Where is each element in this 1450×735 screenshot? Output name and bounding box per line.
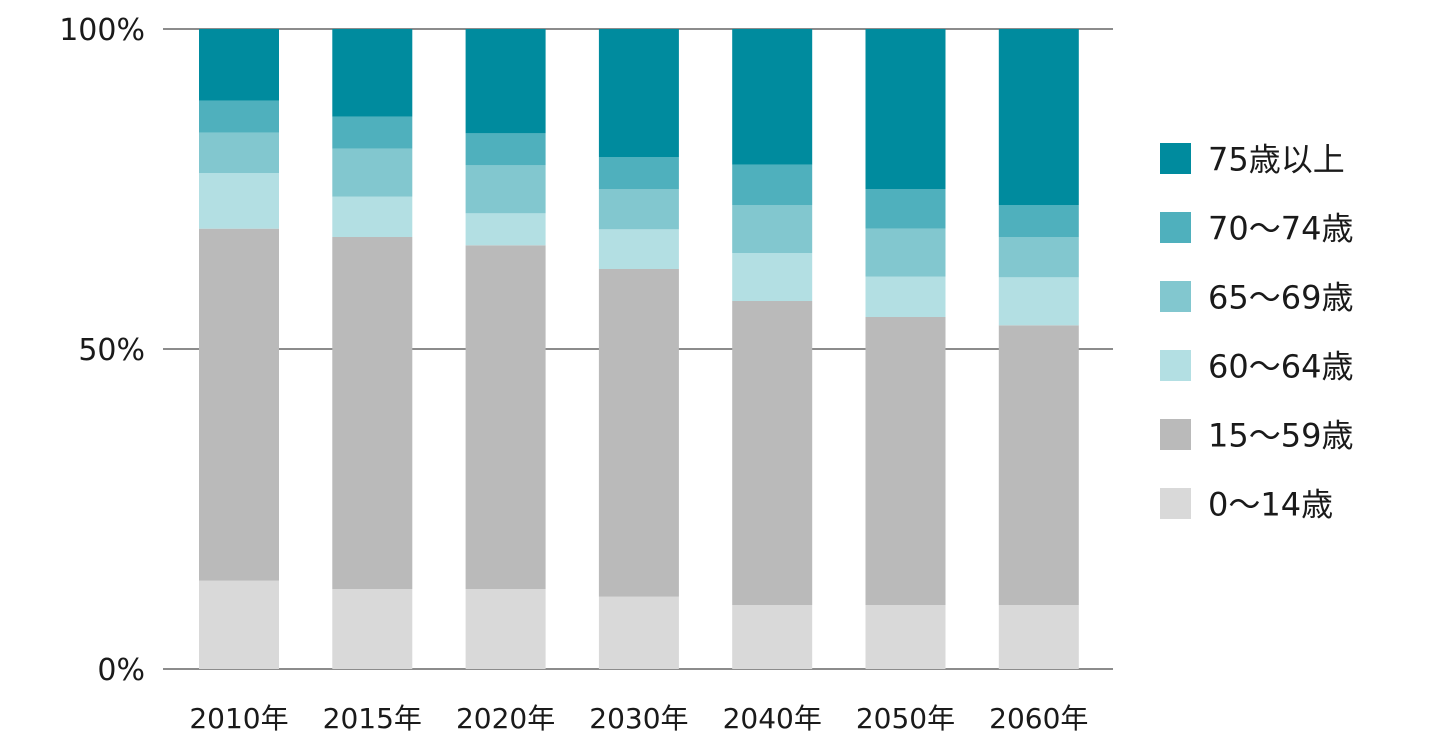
bar-segment	[199, 580, 279, 669]
bar-segment	[732, 605, 813, 669]
bar-segment	[598, 269, 679, 597]
legend-item: 70〜74歳	[1160, 210, 1353, 248]
bar-segment	[199, 29, 279, 101]
bar-segment	[199, 173, 279, 229]
bar-segment	[865, 29, 946, 189]
y-tick-label: 100%	[59, 13, 145, 48]
x-tick-label: 2020年	[456, 702, 555, 735]
x-tick-label: 2030年	[589, 702, 688, 735]
legend-item: 0〜14歳	[1160, 486, 1333, 524]
bar-segment	[598, 157, 679, 189]
legend: 75歳以上 70〜74歳 65〜69歳 60〜64歳 15〜59歳 0〜14歳	[1160, 141, 1353, 524]
legend-swatch	[1160, 212, 1191, 243]
bar-segment	[465, 29, 546, 134]
bar-segment	[465, 589, 546, 669]
bar-segment	[332, 196, 413, 237]
bars	[199, 29, 1079, 669]
x-axis: 2010年 2015年 2020年 2030年 2040年 2050年 2060年	[189, 702, 1088, 735]
y-tick-label: 0%	[97, 653, 145, 688]
bar-segment	[865, 228, 946, 277]
bar-segment	[998, 605, 1079, 669]
bar-segment	[332, 589, 413, 669]
bar-segment	[465, 245, 546, 589]
bar-segment	[865, 276, 946, 317]
x-tick-label: 2060年	[989, 702, 1088, 735]
bar-segment	[598, 229, 679, 269]
x-tick-label: 2010年	[189, 702, 288, 735]
bar-segment	[732, 29, 813, 165]
bar-segment	[732, 253, 813, 301]
bar-segment	[598, 189, 679, 230]
x-tick-label: 2015年	[323, 702, 422, 735]
legend-swatch	[1160, 419, 1191, 450]
y-tick-label: 50%	[78, 333, 145, 368]
legend-label: 60〜64歳	[1208, 348, 1353, 386]
legend-label: 0〜14歳	[1208, 486, 1333, 524]
legend-item: 75歳以上	[1160, 141, 1345, 179]
bar-segment	[998, 237, 1079, 278]
bar-segment	[199, 228, 279, 581]
bar-segment	[332, 116, 413, 149]
legend-item: 65〜69歳	[1160, 279, 1353, 317]
bar-segment	[332, 29, 413, 117]
legend-label: 15〜59歳	[1208, 417, 1353, 455]
bar-segment	[598, 29, 679, 157]
bar-segment	[998, 277, 1079, 326]
bar-segment	[465, 165, 546, 214]
bar-segment	[865, 189, 946, 229]
bar-segment	[332, 148, 413, 197]
legend-label: 70〜74歳	[1208, 210, 1353, 248]
bar-segment	[998, 29, 1079, 205]
bar-segment	[865, 317, 946, 605]
bar-segment	[732, 205, 813, 253]
legend-item: 15〜59歳	[1160, 417, 1353, 455]
bar-segment	[199, 132, 279, 173]
bar-segment	[199, 100, 279, 133]
bar-segment	[465, 213, 546, 246]
legend-swatch	[1160, 488, 1191, 519]
bar-segment	[732, 301, 813, 605]
bar-segment	[598, 596, 679, 669]
legend-item: 60〜64歳	[1160, 348, 1353, 386]
bar-segment	[732, 164, 813, 205]
legend-swatch	[1160, 350, 1191, 381]
bar-segment	[998, 205, 1079, 237]
y-axis: 0% 50% 100%	[59, 13, 145, 688]
legend-label: 65〜69歳	[1208, 279, 1353, 317]
bar-segment	[465, 133, 546, 166]
bar-segment	[332, 237, 413, 589]
legend-swatch	[1160, 281, 1191, 312]
legend-label: 75歳以上	[1208, 141, 1345, 179]
x-tick-label: 2050年	[856, 702, 955, 735]
x-tick-label: 2040年	[723, 702, 822, 735]
bar-segment	[865, 605, 946, 669]
bar-segment	[998, 325, 1079, 605]
legend-swatch	[1160, 143, 1191, 174]
